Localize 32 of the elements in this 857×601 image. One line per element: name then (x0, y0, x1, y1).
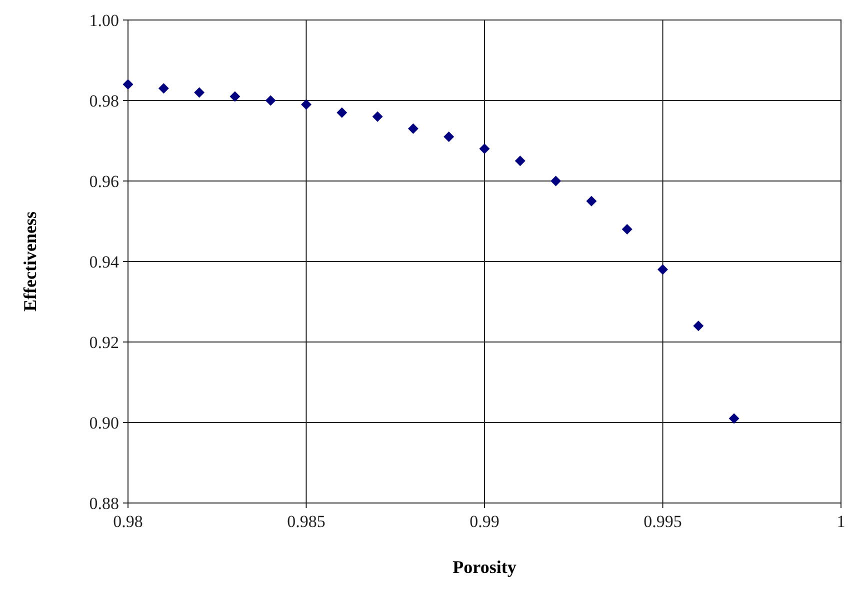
y-tick-label: 0.96 (89, 172, 119, 191)
point (514, 156, 526, 166)
point (372, 111, 383, 122)
point (301, 99, 312, 110)
x-tick-label: 0.98 (113, 512, 143, 531)
y-tick-label: 0.90 (89, 413, 119, 432)
y-tick-label: 0.92 (89, 332, 119, 352)
x-tick-label: 0.99 (470, 512, 500, 531)
point (230, 91, 240, 102)
point (408, 123, 418, 134)
point (586, 196, 597, 206)
point (158, 83, 169, 94)
x-axis-title: Porosity (452, 557, 516, 577)
point (622, 224, 632, 235)
point (194, 87, 205, 98)
x-tick-label: 1 (836, 512, 846, 531)
point (479, 144, 490, 154)
x-tick-label: 0.995 (644, 512, 682, 531)
y-tick-label: 0.88 (89, 494, 119, 513)
y-tick-label: 1.00 (89, 10, 119, 30)
point (728, 413, 740, 424)
point (336, 107, 348, 118)
point (693, 320, 704, 332)
point (658, 264, 668, 275)
y-tick-label: 0.98 (89, 91, 119, 110)
point (444, 131, 454, 142)
point (265, 95, 276, 106)
y-axis-title: Effectiveness (20, 212, 40, 312)
x-tick-label: 0.985 (287, 512, 326, 531)
point (122, 79, 134, 90)
y-tick-label: 0.94 (89, 252, 120, 272)
point (550, 176, 562, 186)
